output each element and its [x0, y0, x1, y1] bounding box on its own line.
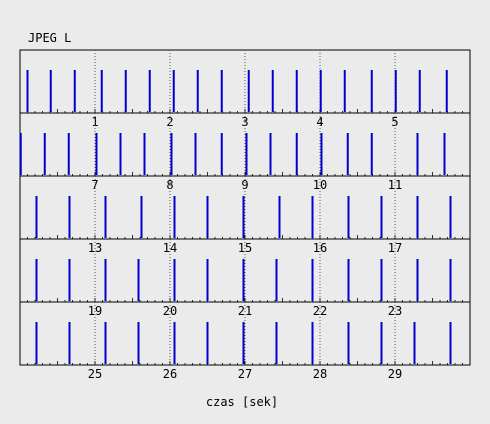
chart-title: JPEG L: [28, 31, 71, 45]
panel-row-5: 25 26 27 28 29: [19, 301, 471, 381]
x-axis-label: czas [sek]: [206, 395, 278, 409]
tick-label: 26: [163, 367, 177, 381]
panel-row-1: 12345: [19, 49, 471, 129]
tick-label: 29: [388, 367, 402, 381]
tick-label: 27: [238, 367, 252, 381]
tick-label: 25: [88, 367, 102, 381]
chart-rows: 1234578910111314151617192021222325262728…: [19, 49, 471, 381]
tick-label: 28: [313, 367, 327, 381]
